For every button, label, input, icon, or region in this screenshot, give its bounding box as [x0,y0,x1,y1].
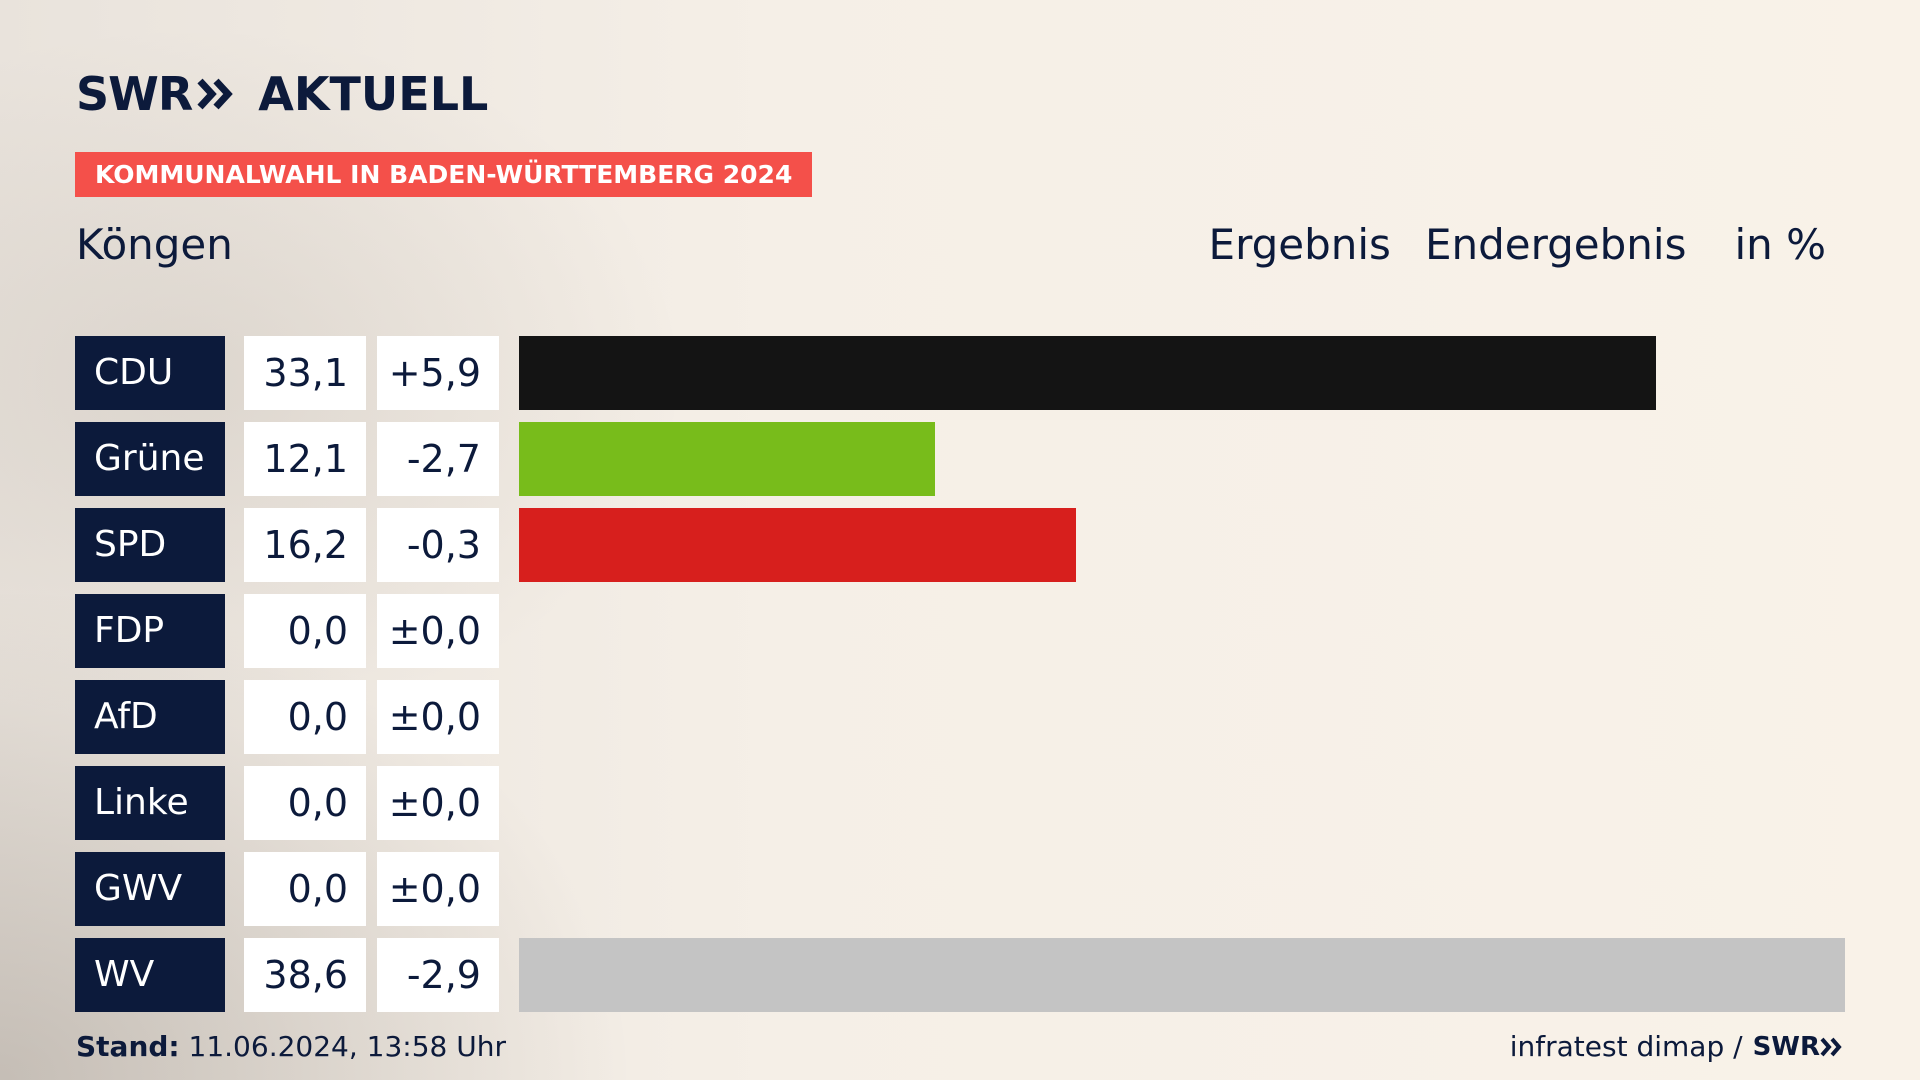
result-value: 12,1 [244,422,366,496]
result-bar [519,938,1845,1012]
party-label: SPD [75,508,225,582]
source-text: infratest dimap / [1509,1030,1743,1063]
result-diff: -0,3 [377,508,499,582]
stand-value: 11.06.2024, 13:58 Uhr [188,1030,506,1063]
result-diff: +5,9 [377,336,499,410]
result-value: 16,2 [244,508,366,582]
party-label: GWV [75,852,225,926]
result-row: CDU 33,1 +5,9 [75,336,1845,410]
election-banner: KOMMUNALWAHL IN BADEN-WÜRTTEMBERG 2024 [75,152,813,197]
party-label: Grüne [75,422,225,496]
result-row: SPD 16,2 -0,3 [75,508,1845,582]
result-diff: -2,9 [377,938,499,1012]
party-label: CDU [75,336,225,410]
aktuell-logo-text: AKTUELL [258,67,489,121]
result-value: 0,0 [244,680,366,754]
result-bar [519,422,935,496]
double-chevron-icon [197,78,234,110]
result-value: 0,0 [244,594,366,668]
source-credit: infratest dimap / SWR [1510,1030,1844,1063]
result-value: 38,6 [244,938,366,1012]
result-diff: ±0,0 [377,852,499,926]
swr-logo: SWR [76,67,236,121]
party-label: Linke [75,766,225,840]
result-row: FDP 0,0 ±0,0 [75,594,1845,668]
party-label: FDP [75,594,225,668]
place-title: Köngen [76,220,233,269]
result-row: Grüne 12,1 -2,7 [75,422,1845,496]
result-bar [519,508,1076,582]
result-diff: -2,7 [377,422,499,496]
unit-label: in % [1734,220,1826,269]
result-value: 33,1 [244,336,366,410]
swr-aktuell-logo: SWR AKTUELL [76,66,488,122]
stand-label: Stand: [76,1030,180,1063]
timestamp: Stand: 11.06.2024, 13:58 Uhr [76,1030,506,1063]
party-label: AfD [75,680,225,754]
final-result-header: Endergebnis [1424,220,1687,269]
result-diff: ±0,0 [377,680,499,754]
result-row: WV 38,6 -2,9 [75,938,1845,1012]
result-header: Ergebnis [1208,220,1391,269]
column-header: Ergebnis Endergebnis in % [1209,220,1826,269]
result-row: GWV 0,0 ±0,0 [75,852,1845,926]
swr-logo-text: SWR [76,67,193,121]
party-label: WV [75,938,225,1012]
result-diff: ±0,0 [377,766,499,840]
swr-small-logo-text: SWR [1752,1031,1820,1062]
result-bar [519,336,1656,410]
result-row: Linke 0,0 ±0,0 [75,766,1845,840]
double-chevron-small-icon [1820,1037,1842,1056]
result-row: AfD 0,0 ±0,0 [75,680,1845,754]
swr-small-logo: SWR [1753,1032,1844,1062]
result-diff: ±0,0 [377,594,499,668]
result-value: 0,0 [244,766,366,840]
result-value: 0,0 [244,852,366,926]
